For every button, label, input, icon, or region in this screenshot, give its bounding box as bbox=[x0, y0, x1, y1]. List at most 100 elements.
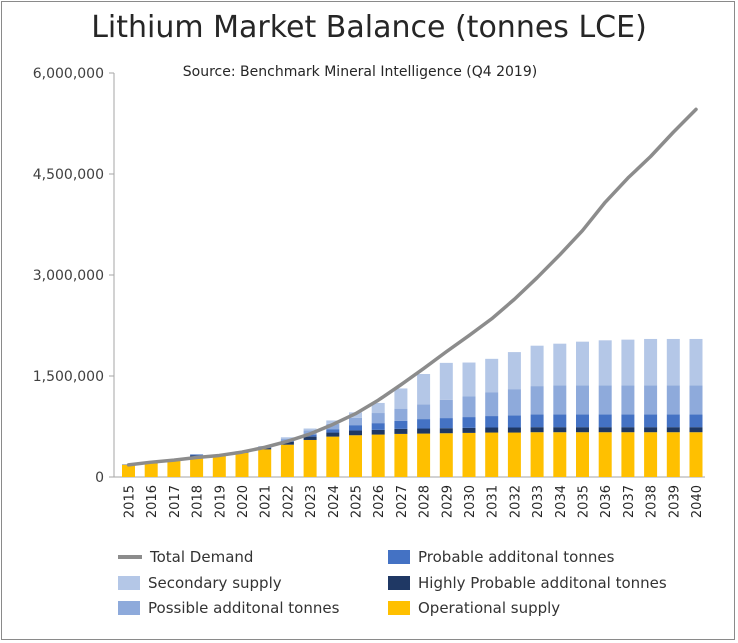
bar-segment bbox=[394, 420, 408, 429]
bar-segment bbox=[326, 432, 340, 437]
y-tick-label: 4,500,000 bbox=[33, 167, 104, 183]
bar-segment bbox=[666, 385, 680, 415]
bar-segment bbox=[644, 385, 658, 415]
bar-segment bbox=[417, 373, 431, 405]
bar-segment bbox=[394, 388, 408, 409]
bar-segment bbox=[598, 340, 612, 386]
bar-segment bbox=[417, 433, 431, 477]
bar-segment bbox=[417, 428, 431, 434]
bar-segment bbox=[485, 358, 499, 393]
bar-segment bbox=[598, 432, 612, 477]
bar-segment bbox=[371, 402, 385, 414]
bar-segment bbox=[530, 414, 544, 428]
x-tick-label: 2030 bbox=[463, 485, 478, 518]
bar-segment bbox=[666, 432, 680, 477]
bar-segment bbox=[144, 463, 158, 477]
bar-segment bbox=[644, 432, 658, 477]
legend-color-swatch bbox=[388, 576, 410, 590]
bar-segment bbox=[258, 449, 272, 477]
bar-segment bbox=[235, 452, 249, 477]
legend-label: Total Demand bbox=[150, 548, 254, 566]
x-tick-label: 2019 bbox=[213, 485, 228, 518]
bar-segment bbox=[689, 432, 703, 477]
bar-segment bbox=[644, 338, 658, 386]
legend-color-swatch bbox=[388, 550, 410, 564]
x-tick-label: 2026 bbox=[372, 485, 387, 518]
bar-segment bbox=[349, 425, 362, 431]
bar-segment bbox=[349, 417, 362, 426]
bar-segment bbox=[439, 433, 453, 477]
bar-segment bbox=[666, 414, 680, 428]
x-tick-label: 2025 bbox=[350, 485, 365, 518]
bar-segment bbox=[598, 414, 612, 428]
bar-segment bbox=[621, 385, 635, 415]
bar-segment bbox=[280, 444, 294, 477]
bar-segment bbox=[303, 439, 317, 477]
bar-segment bbox=[553, 432, 567, 477]
legend-label: Probable additonal tonnes bbox=[418, 548, 615, 566]
bar-segment bbox=[530, 427, 544, 433]
bar-segment bbox=[507, 432, 521, 477]
x-tick-label: 2020 bbox=[236, 485, 251, 518]
legend-line-swatch bbox=[118, 555, 142, 559]
bar-segment bbox=[507, 352, 521, 390]
bar-segment bbox=[439, 428, 453, 434]
legend-item: Possible additonal tonnes bbox=[118, 599, 339, 617]
bar-segment bbox=[326, 429, 340, 433]
x-tick-label: 2024 bbox=[327, 485, 342, 518]
x-tick-label: 2017 bbox=[168, 485, 183, 518]
x-tick-label: 2033 bbox=[531, 485, 546, 518]
x-tick-label: 2040 bbox=[690, 485, 705, 518]
bar-segment bbox=[530, 432, 544, 477]
bar-segment bbox=[462, 362, 476, 397]
bar-segment bbox=[621, 427, 635, 433]
x-tick-label: 2034 bbox=[554, 485, 569, 518]
bar-segment bbox=[576, 385, 589, 415]
legend-label: Operational supply bbox=[418, 599, 561, 617]
bar-segment bbox=[666, 338, 680, 386]
x-tick-label: 2023 bbox=[304, 485, 319, 518]
bar-segment bbox=[371, 429, 385, 435]
bar-segment bbox=[689, 338, 703, 386]
bar-segment bbox=[439, 399, 453, 419]
x-tick-label: 2015 bbox=[123, 485, 138, 518]
bar-segment bbox=[621, 339, 635, 386]
x-tick-label: 2028 bbox=[418, 485, 433, 518]
bar-segment bbox=[303, 428, 317, 431]
legend-label: Secondary supply bbox=[148, 574, 282, 592]
legend-label: Highly Probable additonal tonnes bbox=[418, 574, 667, 592]
bar-segment bbox=[485, 416, 499, 428]
bar-segment bbox=[689, 427, 703, 433]
bar-segment bbox=[485, 427, 499, 433]
bar-segment bbox=[439, 362, 453, 400]
y-tick-label: 0 bbox=[95, 470, 104, 486]
bar-segment bbox=[576, 414, 589, 428]
bar-segment bbox=[507, 389, 521, 416]
legend-item: Operational supply bbox=[388, 599, 560, 617]
y-tick-label: 1,500,000 bbox=[33, 369, 104, 385]
bar-segment bbox=[462, 396, 476, 418]
bar-segment bbox=[576, 427, 589, 433]
legend-item: Secondary supply bbox=[118, 574, 282, 592]
bar-segment bbox=[598, 427, 612, 433]
bar-segment bbox=[394, 428, 408, 434]
bar-segment bbox=[212, 456, 226, 477]
legend-color-swatch bbox=[118, 601, 140, 615]
bar-segment bbox=[394, 433, 408, 477]
bar-segment bbox=[371, 434, 385, 477]
bar-segment bbox=[485, 432, 499, 477]
bar-segment bbox=[621, 414, 635, 428]
x-tick-label: 2038 bbox=[645, 485, 660, 518]
bar-segment bbox=[644, 427, 658, 433]
bar-segment bbox=[326, 423, 340, 430]
bar-segment bbox=[689, 414, 703, 428]
bar-segment bbox=[371, 423, 385, 430]
legend-color-swatch bbox=[118, 576, 140, 590]
legend-color-swatch bbox=[388, 601, 410, 615]
bar-segment bbox=[576, 341, 589, 386]
legend-item: Highly Probable additonal tonnes bbox=[388, 574, 667, 592]
legend-item: Probable additonal tonnes bbox=[388, 548, 614, 566]
bar-segment bbox=[326, 420, 340, 424]
